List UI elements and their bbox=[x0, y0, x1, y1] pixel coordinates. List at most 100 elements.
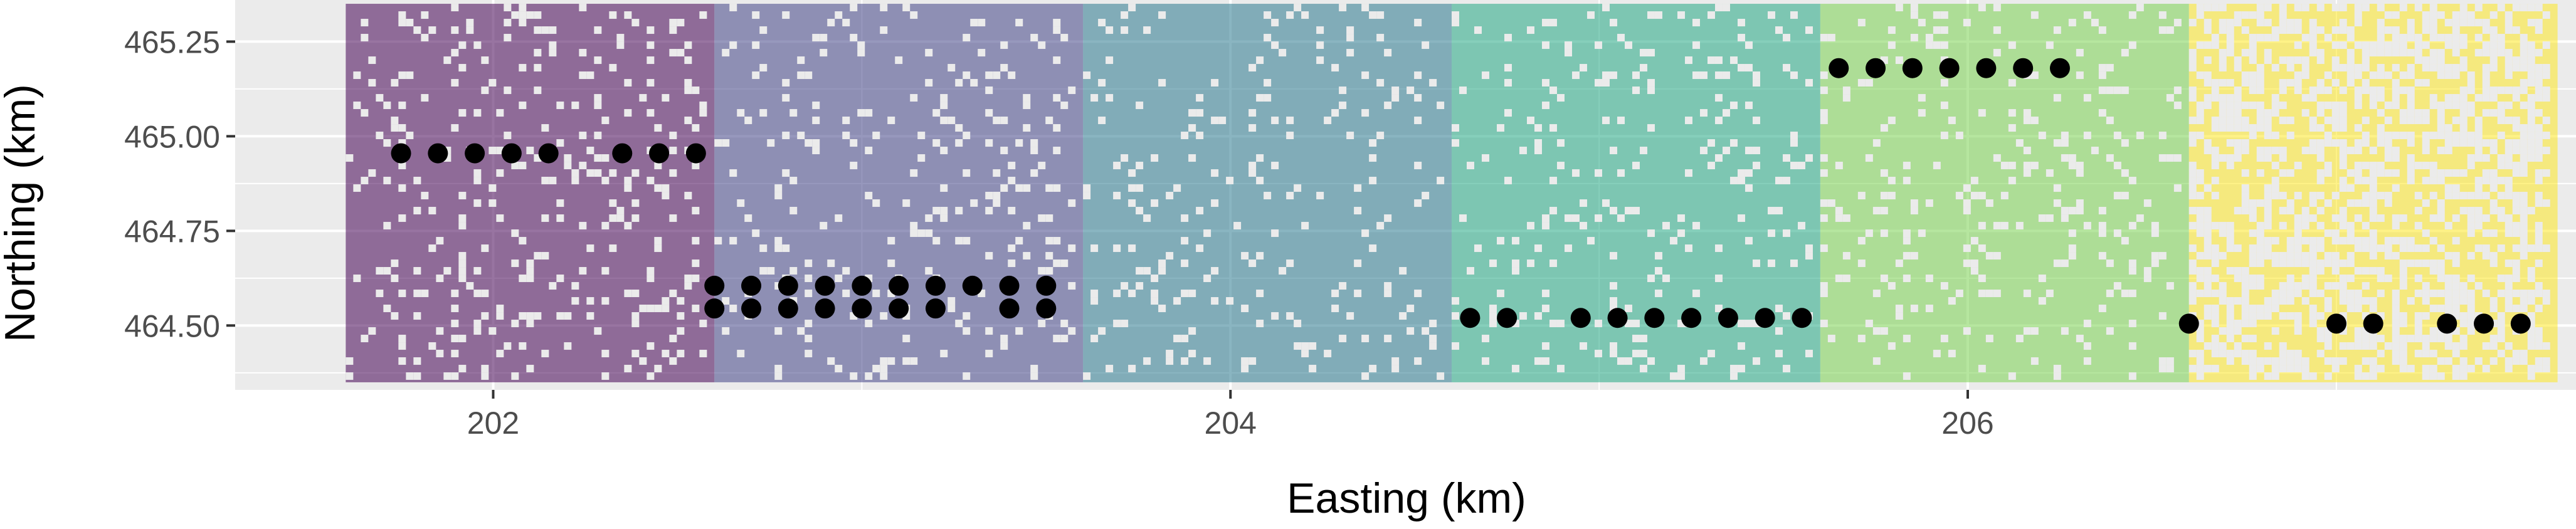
raster-gap-cell bbox=[1414, 199, 1422, 207]
raster-gap-cell bbox=[1248, 357, 1257, 365]
raster-gap-cell bbox=[692, 259, 700, 268]
raster-gap-cell bbox=[541, 124, 549, 132]
raster-gap-cell bbox=[1196, 109, 1204, 117]
raster-gap-cell bbox=[2422, 11, 2430, 19]
raster-gap-cell bbox=[1143, 26, 1151, 34]
raster-gap-cell bbox=[1556, 162, 1565, 170]
raster-gap-cell bbox=[2279, 11, 2287, 19]
raster-gap-cell bbox=[963, 169, 971, 177]
raster-gap-cell bbox=[541, 350, 549, 358]
raster-gap-cell bbox=[2219, 102, 2227, 110]
raster-gap-cell bbox=[579, 71, 587, 80]
raster-gap-cell bbox=[1384, 290, 1392, 298]
raster-gap-cell bbox=[639, 357, 647, 365]
raster-gap-cell bbox=[1541, 102, 1549, 110]
raster-gap-cell bbox=[692, 207, 700, 215]
raster-gap-cell bbox=[2226, 305, 2234, 313]
raster-gap-cell bbox=[1181, 132, 1189, 140]
raster-gap-cell bbox=[2241, 297, 2249, 305]
raster-gap-cell bbox=[2414, 350, 2422, 358]
raster-gap-cell bbox=[2497, 162, 2505, 170]
raster-gap-cell bbox=[1827, 335, 1835, 343]
raster-gap-cell bbox=[1948, 350, 1956, 358]
raster-gap-cell bbox=[1241, 365, 1249, 373]
raster-gap-cell bbox=[2482, 342, 2490, 350]
raster-gap-cell bbox=[1098, 117, 1106, 125]
raster-gap-cell bbox=[1925, 199, 1933, 207]
raster-gap-cell bbox=[2520, 169, 2528, 177]
raster-gap-cell bbox=[887, 117, 895, 125]
raster-gap-cell bbox=[2211, 222, 2219, 230]
raster-gap-cell bbox=[2346, 237, 2355, 245]
raster-gap-cell bbox=[2098, 86, 2106, 95]
raster-gap-cell bbox=[1820, 214, 1828, 223]
raster-gap-cell bbox=[2407, 365, 2415, 373]
raster-gap-cell bbox=[353, 275, 361, 283]
raster-gap-cell bbox=[2219, 109, 2227, 117]
raster-gap-cell bbox=[1407, 327, 1415, 335]
raster-gap-cell bbox=[2196, 229, 2204, 238]
raster-gap-cell bbox=[451, 4, 459, 12]
raster-gap-cell bbox=[985, 139, 993, 147]
x-tick-label: 202 bbox=[467, 406, 519, 441]
raster-gap-cell bbox=[2038, 214, 2046, 223]
raster-gap-cell bbox=[2384, 192, 2392, 200]
raster-gap-cell bbox=[2489, 297, 2498, 305]
raster-gap-cell bbox=[2188, 94, 2197, 102]
raster-gap-cell bbox=[2512, 169, 2520, 177]
raster-gap-cell bbox=[2188, 139, 2197, 147]
raster-gap-cell bbox=[1030, 372, 1038, 380]
raster-gap-cell bbox=[2083, 11, 2091, 19]
raster-gap-cell bbox=[2369, 147, 2377, 155]
raster-gap-cell bbox=[2505, 102, 2513, 110]
raster-gap-cell bbox=[2399, 259, 2407, 268]
raster-gap-cell bbox=[932, 109, 941, 117]
raster-gap-cell bbox=[2489, 229, 2498, 238]
raster-gap-cell bbox=[2234, 275, 2242, 283]
raster-gap-cell bbox=[406, 372, 414, 380]
raster-gap-cell bbox=[1301, 350, 1309, 358]
raster-gap-cell bbox=[2414, 109, 2422, 117]
raster-gap-cell bbox=[1714, 275, 1723, 283]
raster-gap-cell bbox=[1023, 102, 1031, 110]
raster-gap-cell bbox=[2489, 147, 2498, 155]
raster-gap-cell bbox=[443, 372, 451, 380]
raster-gap-cell bbox=[2377, 290, 2385, 298]
raster-gap-cell bbox=[2414, 56, 2422, 65]
raster-gap-cell bbox=[383, 102, 391, 110]
raster-gap-cell bbox=[2294, 252, 2302, 260]
raster-gap-cell bbox=[1978, 244, 1986, 253]
raster-gap-cell bbox=[2234, 297, 2242, 305]
raster-gap-cell bbox=[1910, 4, 1918, 12]
raster-gap-cell bbox=[2422, 132, 2430, 140]
raster-gap-cell bbox=[458, 41, 467, 50]
raster-gap-cell bbox=[1196, 244, 1204, 253]
raster-gap-cell bbox=[2204, 237, 2212, 245]
raster-gap-cell bbox=[1106, 365, 1114, 373]
raster-gap-cell bbox=[451, 49, 459, 57]
raster-gap-cell bbox=[2346, 199, 2355, 207]
raster-gap-cell bbox=[2392, 26, 2400, 34]
raster-gap-cell bbox=[1023, 252, 1031, 260]
raster-gap-cell bbox=[1541, 357, 1549, 365]
raster-gap-cell bbox=[1820, 244, 1828, 253]
raster-gap-cell bbox=[2188, 290, 2197, 298]
raster-gap-cell bbox=[2474, 94, 2483, 102]
raster-gap-cell bbox=[2414, 79, 2422, 87]
raster-gap-cell bbox=[1617, 357, 1625, 365]
raster-gap-cell bbox=[1128, 169, 1136, 177]
raster-gap-cell bbox=[1571, 169, 1580, 177]
raster-gap-cell bbox=[473, 199, 482, 207]
raster-gap-cell bbox=[2339, 275, 2347, 283]
raster-gap-cell bbox=[2467, 290, 2475, 298]
raster-gap-cell bbox=[647, 305, 655, 313]
raster-gap-cell bbox=[1481, 335, 1489, 343]
raster-gap-cell bbox=[955, 79, 963, 87]
raster-gap-cell bbox=[2226, 335, 2234, 343]
raster-gap-cell bbox=[1346, 26, 1354, 34]
raster-gap-cell bbox=[473, 327, 482, 335]
raster-gap-cell bbox=[1384, 214, 1392, 223]
raster-gap-cell bbox=[2527, 64, 2535, 72]
raster-gap-cell bbox=[1541, 305, 1549, 313]
raster-gap-cell bbox=[1188, 327, 1196, 335]
